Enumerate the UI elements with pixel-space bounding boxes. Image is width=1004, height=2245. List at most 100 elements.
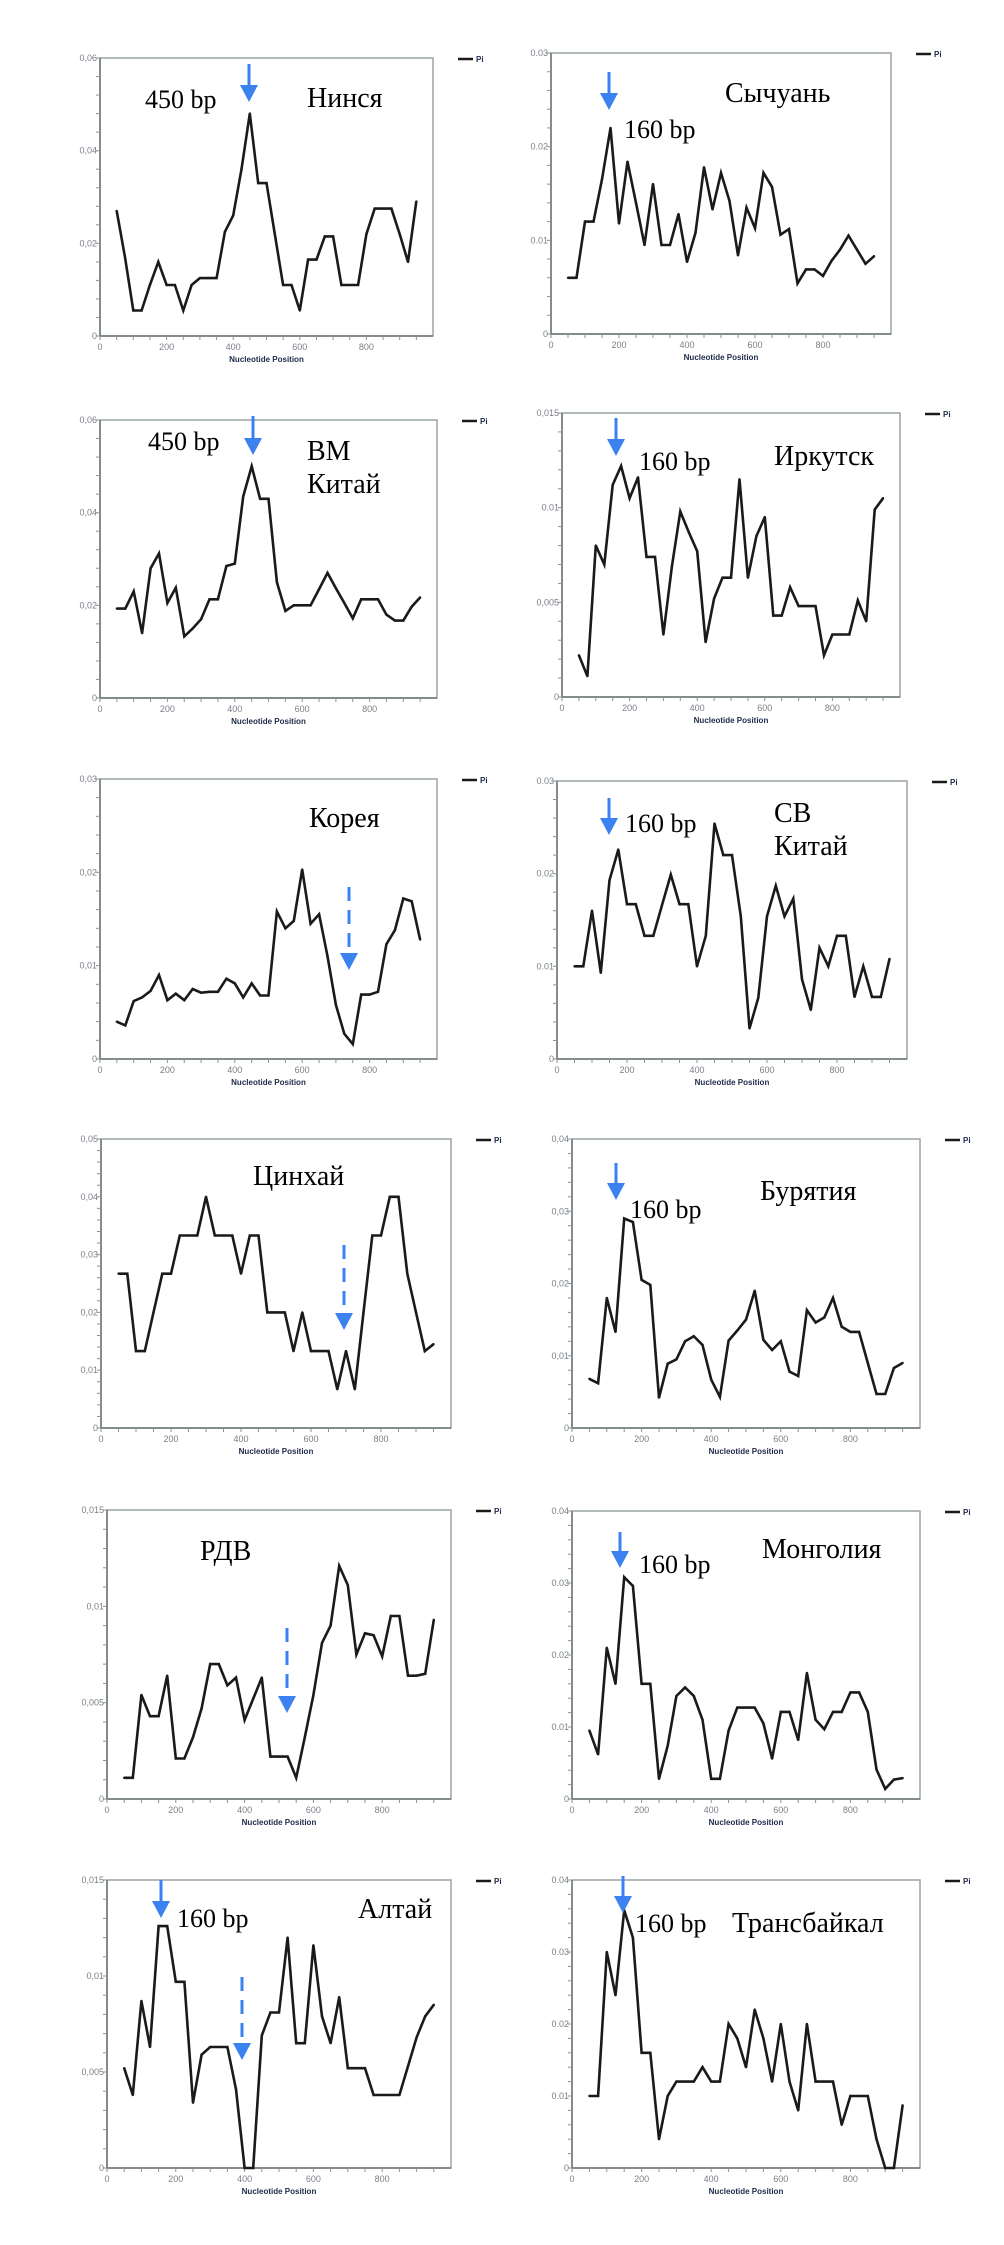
data-point xyxy=(692,1694,695,1698)
data-point xyxy=(831,2080,835,2083)
arrow-down-icon xyxy=(244,416,262,455)
data-point xyxy=(739,915,742,918)
y-tick-label: 0,06 xyxy=(79,415,97,425)
data-point xyxy=(269,1755,272,1758)
data-point xyxy=(331,235,335,238)
data-point xyxy=(660,243,663,247)
y-tick-label: 0,01 xyxy=(79,961,97,971)
x-axis-title: Nucleotide Position xyxy=(684,353,759,362)
data-point xyxy=(381,207,385,210)
arrow-down-icon xyxy=(614,1876,632,1913)
data-point xyxy=(209,1662,212,1666)
data-point xyxy=(362,1311,365,1314)
data-point xyxy=(292,1349,295,1353)
data-point xyxy=(831,1296,835,1300)
data-point xyxy=(862,965,865,968)
y-tick-label: 0.02 xyxy=(551,2019,569,2029)
data-point xyxy=(666,1362,669,1365)
x-tick-label: 800 xyxy=(362,1065,377,1075)
data-point xyxy=(275,910,279,913)
plot-frame xyxy=(571,1138,921,1429)
data-point xyxy=(857,1330,861,1334)
x-tick-label: 200 xyxy=(611,340,626,350)
data-point xyxy=(295,2042,298,2045)
data-point xyxy=(379,1234,383,1237)
data-point xyxy=(183,1757,186,1760)
panel-title: Цинхай xyxy=(253,1161,344,1192)
data-point xyxy=(792,897,795,900)
data-point xyxy=(901,1361,904,1365)
y-tick-label: 0.04 xyxy=(551,1506,569,1516)
data-point xyxy=(855,248,859,251)
data-point xyxy=(174,992,178,995)
data-point xyxy=(123,256,127,259)
data-point xyxy=(223,230,227,233)
data-point xyxy=(804,268,808,271)
y-tick-label: 0,04 xyxy=(80,1192,98,1202)
data-point xyxy=(174,1757,177,1760)
data-point xyxy=(398,1614,401,1618)
data-point xyxy=(286,1936,289,1939)
data-point xyxy=(334,586,338,590)
data-point xyxy=(718,2080,722,2083)
data-point xyxy=(718,1395,722,1399)
data-point xyxy=(797,1374,800,1378)
data-point xyxy=(669,873,672,876)
data-point xyxy=(183,1980,186,1983)
data-point xyxy=(687,531,690,534)
data-point xyxy=(611,483,614,487)
data-point xyxy=(822,654,826,657)
data-point xyxy=(651,182,655,186)
data-point xyxy=(702,166,706,169)
data-point xyxy=(830,259,833,263)
chart-panel: 0 0.01 0.02 0.03 0 200 400 600 800 Nucleotide Pos… xyxy=(530,48,941,362)
data-point xyxy=(710,1378,713,1381)
data-point xyxy=(727,1729,730,1732)
x-tick-label: 600 xyxy=(757,703,772,713)
data-point xyxy=(143,1349,146,1353)
data-point xyxy=(884,1787,887,1791)
data-point xyxy=(901,1776,904,1780)
x-axis-title: Nucleotide Position xyxy=(709,2187,784,2196)
data-point xyxy=(208,990,211,993)
panel-title: Монголия xyxy=(762,1534,882,1565)
data-point xyxy=(250,465,253,468)
data-point xyxy=(608,878,611,882)
data-point xyxy=(814,2080,817,2083)
panel-title: Нинся xyxy=(307,83,383,114)
data-point xyxy=(256,181,260,185)
data-point xyxy=(762,171,765,175)
data-point xyxy=(779,233,782,236)
y-tick-label: 0.01 xyxy=(551,2091,569,2101)
data-point xyxy=(381,1655,384,1658)
x-axis-title: Nucleotide Position xyxy=(242,1818,317,1827)
data-point xyxy=(131,1776,134,1780)
data-point xyxy=(148,2045,152,2049)
y-tick-label: 0.04 xyxy=(551,1875,569,1885)
peak-annotation-label: 160 bp xyxy=(639,1550,711,1579)
data-point xyxy=(274,1311,278,1314)
data-point xyxy=(343,1032,346,1036)
y-tick-label: 0 xyxy=(564,2163,569,2173)
x-tick-label: 800 xyxy=(359,342,374,352)
data-point xyxy=(309,922,312,925)
data-point xyxy=(258,994,262,997)
y-tick-label: 0,015 xyxy=(81,1505,104,1515)
data-point xyxy=(660,903,664,907)
x-tick-label: 800 xyxy=(843,1434,858,1444)
y-tick-label: 0,04 xyxy=(79,146,97,156)
y-tick-label: 0.01 xyxy=(541,503,559,513)
x-axis-title: Nucleotide Position xyxy=(231,1078,306,1087)
data-point xyxy=(344,1349,348,1353)
data-point xyxy=(368,993,371,996)
data-point xyxy=(346,1583,349,1587)
y-tick-label: 0.03 xyxy=(530,48,548,58)
data-point xyxy=(198,276,202,280)
x-tick-label: 0 xyxy=(97,1065,102,1075)
data-point xyxy=(306,258,310,261)
data-point xyxy=(166,1674,169,1677)
data-point xyxy=(875,1768,878,1771)
data-point xyxy=(631,1220,635,1224)
data-point xyxy=(596,2094,600,2098)
data-point xyxy=(257,1234,260,1237)
